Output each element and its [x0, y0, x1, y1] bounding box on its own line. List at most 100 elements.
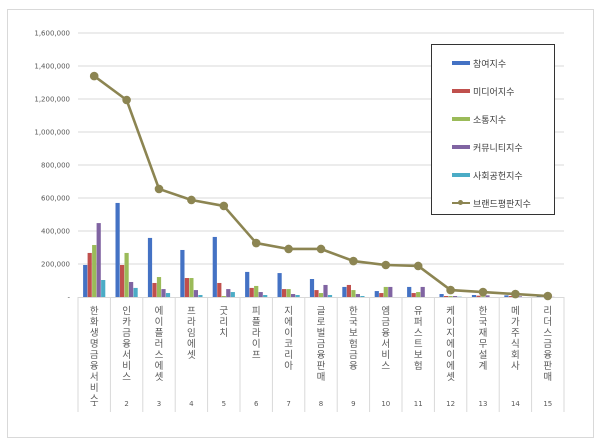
rank-label: 11: [414, 400, 423, 408]
legend-label: 브랜드평판지수: [473, 199, 531, 210]
bar: [226, 289, 231, 297]
bar: [221, 296, 226, 297]
category-label: 유퍼스트보험: [413, 306, 423, 372]
line-marker: [89, 71, 99, 81]
bar: [439, 294, 444, 297]
legend-item-social-contribution: 사회공헌지수: [452, 169, 523, 182]
bar: [263, 295, 268, 297]
category-label: 한국보험금융: [349, 306, 358, 372]
category-label: 한화생명금융서비스: [89, 306, 99, 405]
rank-label: 5: [222, 400, 226, 408]
category-label: 글로벌금융판매: [316, 306, 326, 383]
legend-line-marker-icon: [452, 200, 470, 205]
bar: [309, 279, 315, 297]
bar: [323, 284, 328, 297]
y-tick-label: -: [67, 294, 70, 302]
bar: [327, 295, 333, 297]
legend-swatch-icon: [452, 145, 470, 149]
bar: [180, 249, 185, 297]
bar: [96, 223, 101, 297]
bar: [92, 245, 97, 297]
bar: [277, 273, 282, 297]
bar: [245, 271, 250, 297]
line-marker: [446, 285, 455, 295]
rank-label: 13: [479, 400, 488, 408]
bar: [471, 295, 477, 297]
legend-swatch-icon: [452, 173, 470, 177]
category-label: 지에이코리아: [284, 306, 293, 372]
bar: [258, 292, 263, 297]
bar: [342, 286, 347, 297]
bar: [152, 282, 157, 297]
bar: [161, 289, 166, 297]
bar: [212, 236, 217, 297]
bar: [411, 293, 416, 297]
bar: [129, 281, 134, 297]
bar: [249, 287, 254, 297]
legend-item-communication: 소통지수: [452, 113, 506, 126]
legend-label: 미디어지수: [473, 87, 515, 98]
category-label: 엠금융서비스: [381, 306, 391, 372]
bar: [147, 237, 153, 297]
bar: [295, 295, 300, 297]
bar: [133, 287, 138, 297]
legend-item-participation: 참여지수: [452, 57, 506, 70]
line-marker: [511, 289, 520, 299]
rank-label: 7: [286, 400, 290, 408]
line-marker: [251, 238, 261, 248]
y-tick-label: 1,200,000: [34, 96, 70, 104]
bar: [504, 295, 509, 297]
line-marker: [316, 244, 326, 254]
line-marker: [413, 261, 423, 271]
legend-swatch-icon: [452, 89, 470, 93]
category-label: 프라임에셋: [187, 306, 196, 361]
legend-swatch-icon: [452, 61, 470, 65]
bar: [314, 290, 319, 297]
line-marker: [219, 201, 229, 211]
bar: [360, 296, 365, 297]
rank-label: 14: [511, 400, 520, 408]
rank-label: 8: [319, 400, 323, 408]
category-label: 에이플러스에셋: [154, 306, 164, 383]
category-label: 한국재무설계: [478, 306, 488, 372]
line-marker: [381, 260, 391, 270]
legend-item-brand-reputation: 브랜드평판지수: [452, 197, 531, 210]
rank-label: 3: [157, 400, 161, 408]
line-marker: [349, 256, 358, 266]
line-marker: [543, 291, 553, 301]
line-marker: [478, 287, 488, 297]
bar: [388, 286, 393, 297]
bar: [83, 264, 88, 297]
rank-label: 4: [189, 400, 194, 408]
bar: [355, 294, 360, 297]
bar: [87, 252, 92, 297]
bar: [407, 286, 412, 297]
rank-label: 10: [381, 400, 390, 408]
y-tick-label: 200,000: [41, 261, 70, 269]
line-marker: [187, 195, 196, 205]
bar: [101, 280, 106, 297]
bar: [217, 282, 222, 297]
bar: [184, 278, 189, 297]
bar: [444, 296, 449, 297]
bar: [346, 284, 351, 297]
rank-label: 1: [92, 400, 96, 408]
bar: [351, 290, 356, 297]
category-label: 굿리치: [219, 306, 229, 339]
legend-swatch-icon: [452, 117, 470, 121]
y-tick-label: 1,000,000: [34, 129, 70, 137]
bar: [508, 296, 513, 297]
legend-item-media: 미디어지수: [452, 85, 515, 98]
rank-label: 12: [446, 400, 455, 408]
rank-label: 15: [543, 400, 552, 408]
line-marker: [284, 244, 293, 254]
bar: [189, 278, 194, 297]
bar: [448, 296, 453, 297]
category-label: 케이지에이에셋: [446, 306, 455, 383]
bar: [480, 296, 486, 297]
bar: [318, 293, 324, 297]
bar: [383, 286, 388, 297]
bar: [517, 296, 522, 297]
bar: [416, 292, 421, 297]
bar: [379, 293, 384, 297]
